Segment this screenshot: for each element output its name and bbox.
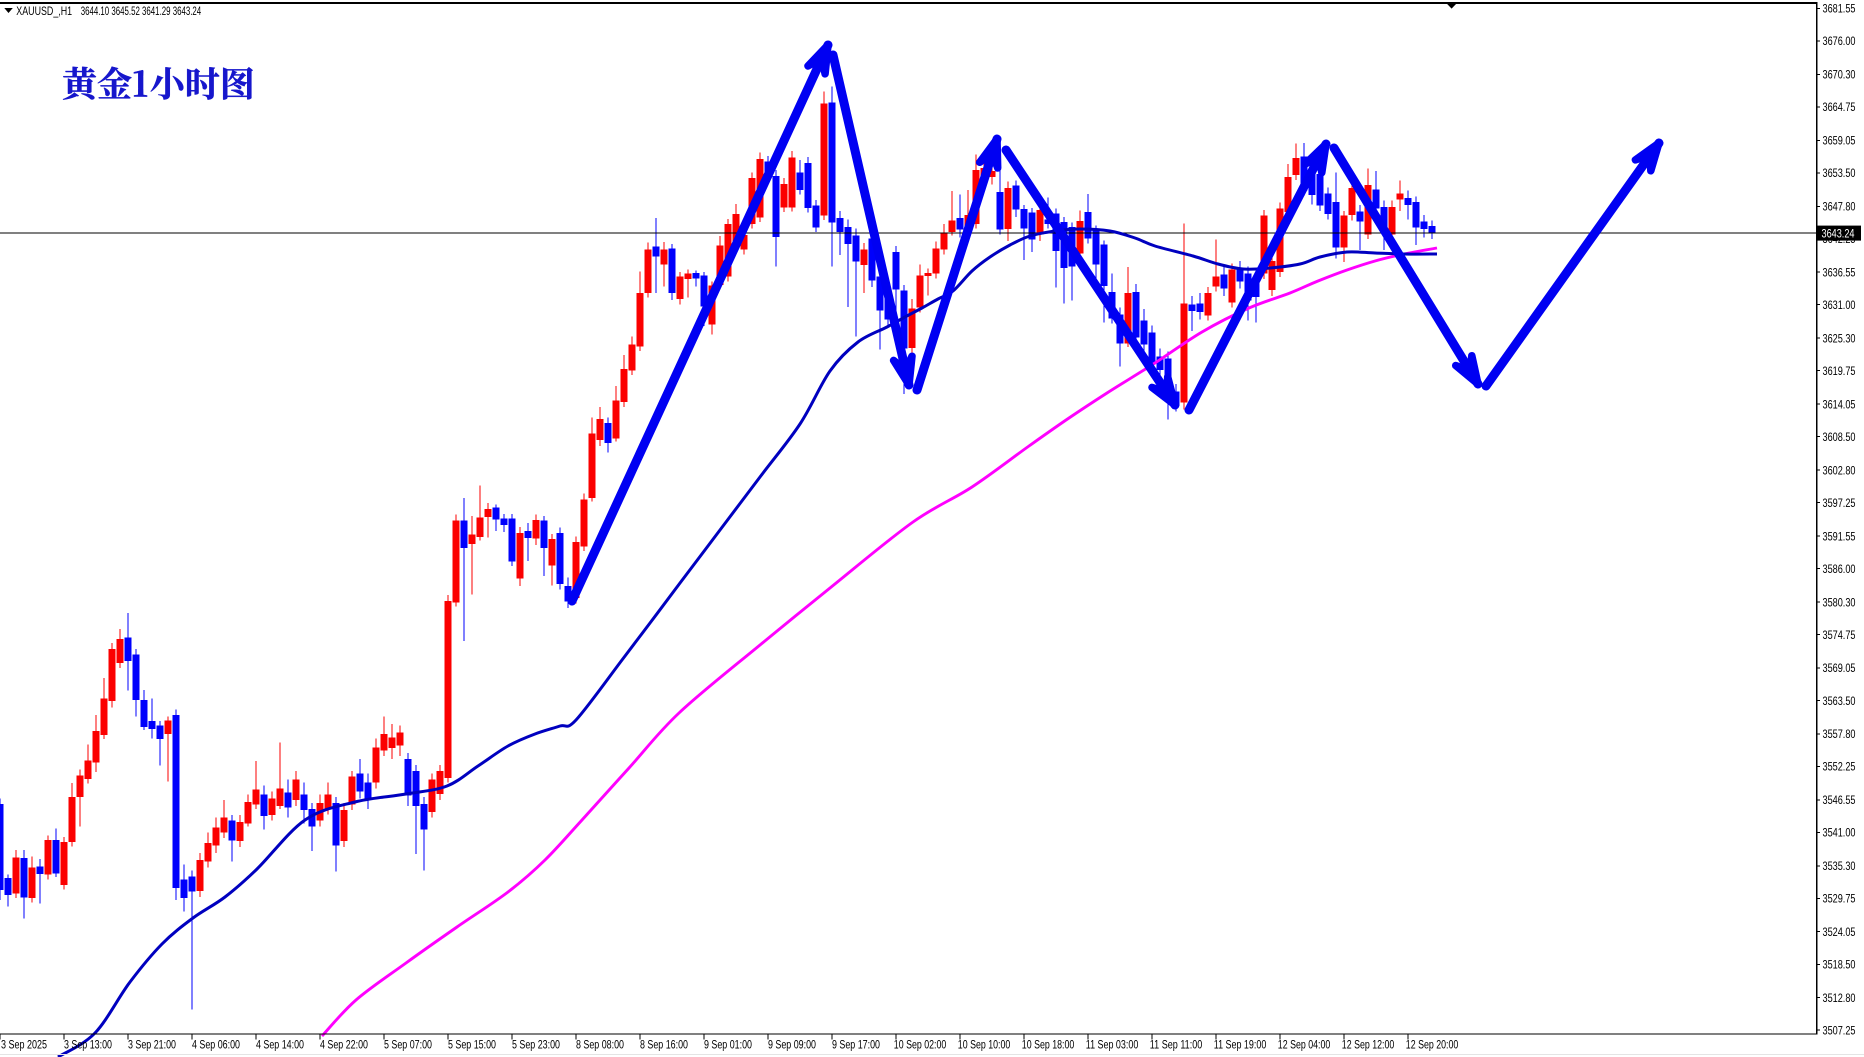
svg-text:12 Sep 04:00: 12 Sep 04:00	[1278, 1038, 1331, 1052]
svg-text:11 Sep 11:00: 11 Sep 11:00	[1150, 1038, 1203, 1052]
svg-text:3569.05: 3569.05	[1823, 661, 1856, 675]
svg-text:XAUUSD_,H1: XAUUSD_,H1	[16, 4, 72, 18]
svg-text:9 Sep 01:00: 9 Sep 01:00	[704, 1038, 752, 1052]
svg-text:3647.80: 3647.80	[1823, 200, 1856, 214]
svg-text:3 Sep 21:00: 3 Sep 21:00	[128, 1038, 176, 1052]
svg-text:3529.75: 3529.75	[1823, 892, 1856, 906]
svg-text:3518.50: 3518.50	[1823, 958, 1856, 972]
svg-text:11 Sep 19:00: 11 Sep 19:00	[1214, 1038, 1267, 1052]
svg-text:3552.25: 3552.25	[1823, 760, 1856, 774]
svg-text:3602.80: 3602.80	[1823, 463, 1856, 477]
svg-text:3580.30: 3580.30	[1823, 595, 1856, 609]
svg-text:3591.55: 3591.55	[1823, 529, 1856, 543]
svg-text:5 Sep 15:00: 5 Sep 15:00	[448, 1038, 496, 1052]
svg-text:3653.50: 3653.50	[1823, 166, 1856, 180]
svg-text:3 Sep 13:00: 3 Sep 13:00	[64, 1038, 112, 1052]
svg-text:3670.30: 3670.30	[1823, 68, 1856, 82]
svg-text:5 Sep 23:00: 5 Sep 23:00	[512, 1038, 560, 1052]
svg-text:3664.75: 3664.75	[1823, 100, 1856, 114]
svg-text:4 Sep 06:00: 4 Sep 06:00	[192, 1038, 240, 1052]
svg-text:3644.10 3645.52 3641.29 3643.2: 3644.10 3645.52 3641.29 3643.24	[81, 4, 202, 18]
svg-text:3631.00: 3631.00	[1823, 298, 1856, 312]
svg-text:3563.50: 3563.50	[1823, 694, 1856, 708]
svg-text:9 Sep 09:00: 9 Sep 09:00	[768, 1038, 816, 1052]
svg-text:3676.00: 3676.00	[1823, 34, 1856, 48]
svg-text:9 Sep 17:00: 9 Sep 17:00	[832, 1038, 880, 1052]
svg-text:5 Sep 07:00: 5 Sep 07:00	[384, 1038, 432, 1052]
svg-text:3681.55: 3681.55	[1823, 2, 1856, 16]
svg-text:3586.00: 3586.00	[1823, 562, 1856, 576]
svg-text:3597.25: 3597.25	[1823, 496, 1856, 510]
svg-text:10 Sep 18:00: 10 Sep 18:00	[1022, 1038, 1075, 1052]
svg-text:3541.00: 3541.00	[1823, 826, 1856, 840]
svg-text:3557.80: 3557.80	[1823, 727, 1856, 741]
svg-text:3574.75: 3574.75	[1823, 628, 1856, 642]
svg-text:8 Sep 16:00: 8 Sep 16:00	[640, 1038, 688, 1052]
svg-text:3614.05: 3614.05	[1823, 397, 1856, 411]
svg-text:3643.24: 3643.24	[1822, 226, 1855, 240]
svg-text:3507.25: 3507.25	[1823, 1024, 1856, 1038]
svg-text:4 Sep 22:00: 4 Sep 22:00	[320, 1038, 368, 1052]
svg-text:3546.55: 3546.55	[1823, 793, 1856, 807]
svg-text:3 Sep 2025: 3 Sep 2025	[1, 1038, 47, 1052]
svg-text:4 Sep 14:00: 4 Sep 14:00	[256, 1038, 304, 1052]
svg-text:12 Sep 20:00: 12 Sep 20:00	[1406, 1038, 1459, 1052]
svg-text:3512.80: 3512.80	[1823, 991, 1856, 1005]
svg-text:10 Sep 10:00: 10 Sep 10:00	[958, 1038, 1011, 1052]
svg-text:3625.30: 3625.30	[1823, 332, 1856, 346]
svg-text:3608.50: 3608.50	[1823, 430, 1856, 444]
svg-text:10 Sep 02:00: 10 Sep 02:00	[894, 1038, 947, 1052]
svg-text:3659.05: 3659.05	[1823, 134, 1856, 148]
svg-text:3535.30: 3535.30	[1823, 859, 1856, 873]
svg-text:3636.55: 3636.55	[1823, 266, 1856, 280]
svg-text:8 Sep 08:00: 8 Sep 08:00	[576, 1038, 624, 1052]
svg-text:12 Sep 12:00: 12 Sep 12:00	[1342, 1038, 1395, 1052]
svg-text:3619.75: 3619.75	[1823, 364, 1856, 378]
svg-text:11 Sep 03:00: 11 Sep 03:00	[1086, 1038, 1139, 1052]
svg-text:3524.05: 3524.05	[1823, 925, 1856, 939]
